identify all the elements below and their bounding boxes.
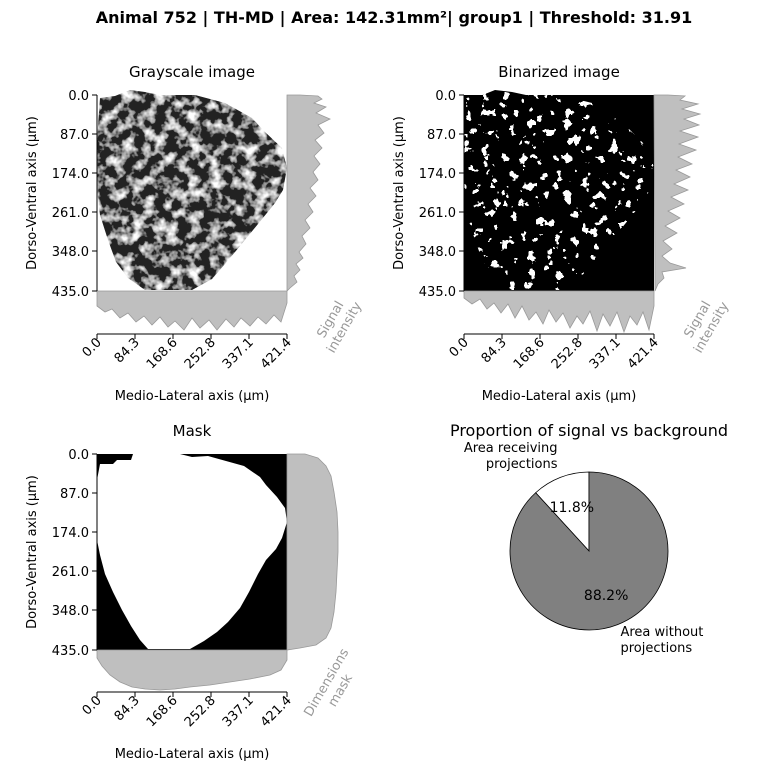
ytick-label: 87.0 (427, 128, 456, 143)
xtick-label: 0.0 (80, 693, 105, 718)
xtick-label: 168.6 (511, 335, 548, 372)
xtick-label: 421.4 (625, 335, 662, 372)
ytick-label: 0.0 (435, 89, 456, 104)
binarized-xticks: 0.0 84.3 168.6 252.8 337.1 421.4 (447, 334, 662, 372)
figure-suptitle: Animal 752 | TH-MD | Area: 142.31mm²| gr… (96, 8, 692, 28)
pie-value-label: 88.2% (584, 588, 628, 604)
ytick-label: 348.0 (419, 245, 456, 260)
grayscale-xlabel: Medio-Lateral axis (µm) (115, 389, 270, 404)
mask-horizontal-profile (96, 649, 288, 691)
pie-slice (509, 471, 669, 631)
pie-value-label: 11.8% (550, 500, 594, 516)
xtick-label: 84.3 (479, 335, 510, 366)
ytick-label: 174.0 (52, 526, 89, 541)
pie-category-label: Area receiving projections (464, 441, 558, 472)
xtick-label: 84.3 (112, 693, 143, 724)
mask-yticks: 0.0 87.0 174.0 261.0 348.0 435.0 (52, 448, 97, 659)
binarized-vertical-profile (653, 94, 702, 292)
grayscale-xticks: 0.0 84.3 168.6 252.8 337.1 421.4 (80, 334, 295, 372)
xtick-label: 168.6 (144, 693, 181, 730)
mask-xlabel: Medio-Lateral axis (µm) (115, 747, 270, 762)
xtick-label: 168.6 (144, 335, 181, 372)
pie-title: Proportion of signal vs background (450, 421, 728, 440)
ytick-label: 174.0 (419, 167, 456, 182)
ytick-label: 0.0 (68, 89, 89, 104)
ytick-label: 261.0 (52, 206, 89, 221)
mask-vertical-profile (286, 453, 339, 651)
pie-panel: Proportion of signal vs background 11.8%… (450, 421, 728, 656)
xtick-label: 421.4 (258, 693, 295, 730)
pie-labels: 11.8% Area receiving projections 88.2% Area … (464, 441, 704, 656)
xtick-label: 0.0 (447, 335, 472, 360)
xtick-label: 337.1 (587, 335, 624, 372)
ytick-label: 435.0 (52, 644, 89, 659)
grayscale-yticks: 0.0 87.0 174.0 261.0 348.0 435.0 (52, 89, 97, 300)
binarized-yticks: 0.0 87.0 174.0 261.0 348.0 435.0 (419, 89, 464, 300)
ytick-label: 435.0 (52, 285, 89, 300)
xtick-label: 252.8 (182, 335, 219, 372)
ytick-label: 348.0 (52, 604, 89, 619)
xtick-label: 337.1 (220, 693, 257, 730)
grayscale-title: Grayscale image (129, 63, 255, 81)
ytick-label: 174.0 (52, 167, 89, 182)
xtick-label: 0.0 (80, 335, 105, 360)
grayscale-horizontal-profile (96, 290, 288, 331)
xtick-label: 84.3 (112, 335, 143, 366)
mask-side-label: Dimensions mask (301, 646, 356, 719)
mask-panel: Mask 0.0 87.0 174.0 261.0 348.0 435.0 0.… (25, 422, 356, 762)
xtick-label: 337.1 (220, 335, 257, 372)
ytick-label: 435.0 (419, 285, 456, 300)
mask-ylabel: Dorso-Ventral axis (µm) (25, 475, 40, 629)
grayscale-panel: Grayscale image 0.0 87.0 174.0 261.0 348… (25, 63, 365, 404)
xtick-label: 252.8 (182, 693, 219, 730)
grayscale-vertical-profile (286, 94, 331, 292)
binarized-xlabel: Medio-Lateral axis (µm) (482, 389, 637, 404)
ytick-label: 348.0 (52, 245, 89, 260)
binarized-ylabel: Dorso-Ventral axis (µm) (392, 116, 407, 270)
pie-category-label: Area without projections (620, 625, 703, 656)
ytick-label: 261.0 (419, 206, 456, 221)
ytick-label: 261.0 (52, 565, 89, 580)
ytick-label: 87.0 (60, 487, 89, 502)
binarized-title: Binarized image (498, 63, 620, 81)
grayscale-ylabel: Dorso-Ventral axis (µm) (25, 116, 40, 270)
binarized-side-label: Signal intensity (681, 299, 732, 356)
mask-xticks: 0.0 84.3 168.6 252.8 337.1 421.4 (80, 692, 295, 730)
grayscale-side-label: Signal intensity (314, 299, 365, 356)
binarized-panel: Binarized image 0.0 87.0 174.0 261.0 348… (392, 63, 732, 404)
pie-chart (509, 471, 669, 631)
ytick-label: 0.0 (68, 448, 89, 463)
mask-region (97, 454, 287, 649)
xtick-label: 252.8 (549, 335, 586, 372)
xtick-label: 421.4 (258, 335, 295, 372)
mask-title: Mask (173, 422, 212, 440)
binarized-horizontal-profile (463, 290, 655, 334)
ytick-label: 87.0 (60, 128, 89, 143)
